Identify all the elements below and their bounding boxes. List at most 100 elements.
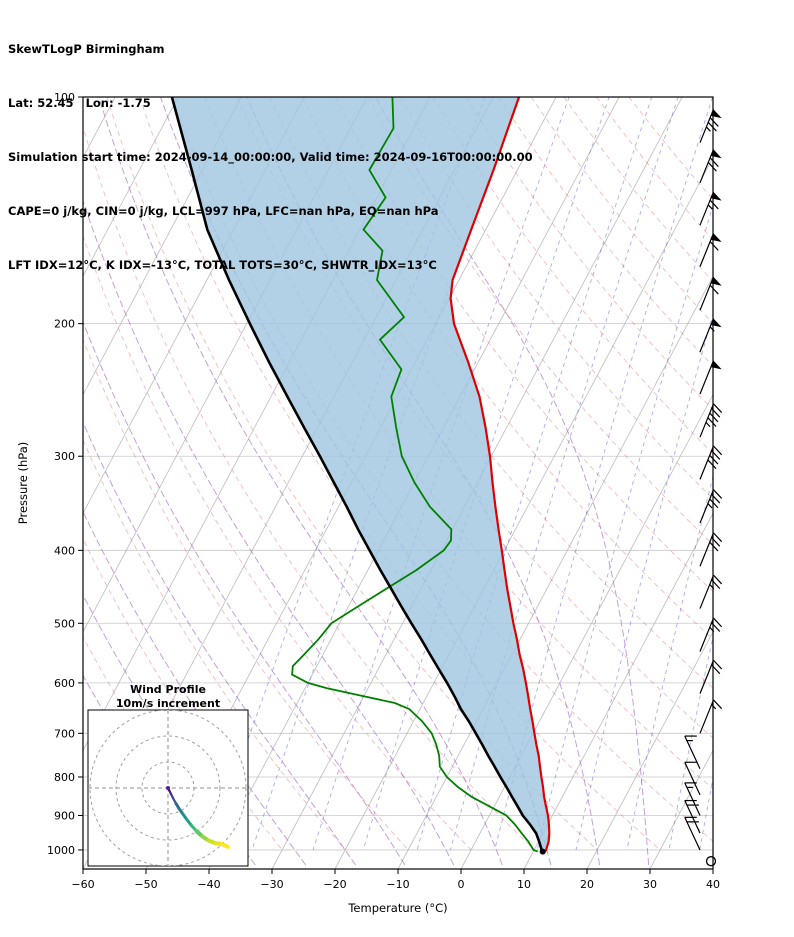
- calm-wind-circle: [705, 856, 717, 867]
- mixing-ratio-line: [416, 97, 653, 851]
- hodograph-ring: [115, 735, 221, 841]
- wind-barb-staff: [699, 574, 715, 609]
- moist-adiabat-line: [98, 97, 503, 866]
- mixing-ratio-line: [699, 775, 713, 850]
- y-tick-label: 600: [54, 677, 75, 690]
- isotherm-line: [523, 512, 713, 869]
- wind-barb-full: [713, 574, 723, 585]
- isotherm-line: [397, 275, 713, 869]
- wind-barb-staff: [684, 782, 701, 816]
- x-tick-label: 30: [643, 878, 657, 891]
- hodograph-content: [88, 710, 248, 866]
- dry-adiabat-line: [530, 97, 713, 324]
- mixing-ratio-line: [536, 203, 713, 851]
- wind-barb-staff: [699, 617, 715, 652]
- dry-adiabat-line: [83, 338, 409, 851]
- wind-barb: [699, 574, 723, 609]
- moist-adiabat-line: [83, 320, 406, 866]
- isotherm-line: [83, 97, 179, 277]
- moist-adiabat-line: [83, 421, 357, 866]
- wind-barb-full: [713, 532, 723, 543]
- wind-barb-staff: [699, 403, 715, 438]
- y-tick-label: 100: [54, 91, 75, 104]
- wind-barb-layer: [684, 109, 723, 867]
- wind-barb-half: [707, 503, 713, 509]
- y-tick-label: 500: [54, 617, 75, 630]
- wind-barb: [699, 109, 722, 143]
- temperature-curve: [449, 97, 551, 853]
- dry-adiabat-line: [269, 97, 713, 689]
- x-tick-label: −20: [323, 878, 346, 891]
- wind-barb-full: [713, 699, 723, 710]
- wind-barb-half: [705, 421, 711, 428]
- time-line: Simulation start time: 2024-09-14_00:00:…: [8, 150, 533, 164]
- wind-barb: [684, 761, 701, 796]
- wind-barb-full: [709, 157, 719, 167]
- y-tick-label: 400: [54, 544, 75, 557]
- wind-barb-full: [709, 454, 719, 465]
- isotherm-line: [712, 868, 713, 869]
- mixing-ratio-line: [575, 312, 713, 851]
- wind-barb-full: [707, 121, 717, 132]
- wind-barb-full: [709, 284, 719, 295]
- wind-barb-staff: [699, 532, 715, 567]
- wind-barb: [699, 276, 722, 311]
- indices-line: LFT IDX=12°C, K IDX=-13°C, TOTAL TOTS=30…: [8, 258, 437, 272]
- hodograph-inset: [87, 709, 249, 867]
- wind-barb-staff: [699, 276, 715, 311]
- y-axis-label: Pressure (hPa): [16, 442, 30, 525]
- wind-barb: [699, 659, 723, 694]
- hodograph-ring: [89, 710, 247, 866]
- wind-barb: [684, 735, 701, 769]
- y-tick-label: 900: [54, 809, 75, 822]
- wind-barb-half: [705, 126, 711, 132]
- dry-adiabat-line: [83, 234, 472, 851]
- wind-barb-full: [707, 417, 717, 427]
- wind-barb: [699, 445, 723, 480]
- wind-barb-full: [709, 199, 719, 210]
- x-tick-label: −60: [71, 878, 94, 891]
- wind-barb: [699, 403, 723, 438]
- wind-barb-full: [709, 241, 719, 251]
- y-tick-label: 800: [54, 771, 75, 784]
- wind-barb-staff: [684, 761, 701, 796]
- wind-barb-full: [713, 445, 723, 456]
- x-axis-label: Temperature (°C): [347, 901, 447, 915]
- wind-barb: [699, 191, 722, 226]
- mixing-ratio-line: [668, 634, 713, 850]
- title-block: SkewTLogP Birmingham Lat: 52.45 Lon: -1.…: [8, 3, 533, 311]
- wind-barb-full: [713, 489, 723, 499]
- surface-point: [539, 848, 546, 855]
- wind-barb-full: [713, 403, 723, 413]
- wind-barb-staff: [699, 699, 715, 734]
- isotherm-line: [83, 97, 242, 396]
- dry-adiabat-line: [302, 97, 713, 640]
- wind-barb-full: [707, 459, 717, 470]
- x-tick-label: 10: [517, 878, 531, 891]
- x-tick-label: 40: [706, 878, 720, 891]
- hodograph-ring: [141, 761, 195, 815]
- isotherm-line: [586, 630, 713, 869]
- parcel-curve: [170, 97, 544, 853]
- dry-adiabat-line: [596, 97, 713, 241]
- wind-barb-staff: [684, 735, 701, 769]
- x-tick-label: −40: [197, 878, 220, 891]
- wind-barb-full: [713, 659, 723, 670]
- dry-adiabat-line: [83, 125, 535, 851]
- wind-barb: [684, 782, 701, 816]
- cape-line: CAPE=0 j/kg, CIN=0 j/kg, LCL=997 hPa, LF…: [8, 204, 439, 218]
- wind-barb: [699, 532, 723, 567]
- isotherm-line: [649, 749, 713, 869]
- x-tick-label: −10: [386, 878, 409, 891]
- wind-barb-staff: [699, 660, 715, 694]
- dry-adiabat-line: [400, 97, 713, 500]
- y-tick-label: 200: [54, 318, 75, 331]
- hodograph-origin-marker: [166, 786, 170, 790]
- wind-barb-half: [707, 204, 713, 210]
- hodograph-subtitle: 10m/s increment: [116, 697, 220, 710]
- wind-barb-full: [707, 161, 717, 172]
